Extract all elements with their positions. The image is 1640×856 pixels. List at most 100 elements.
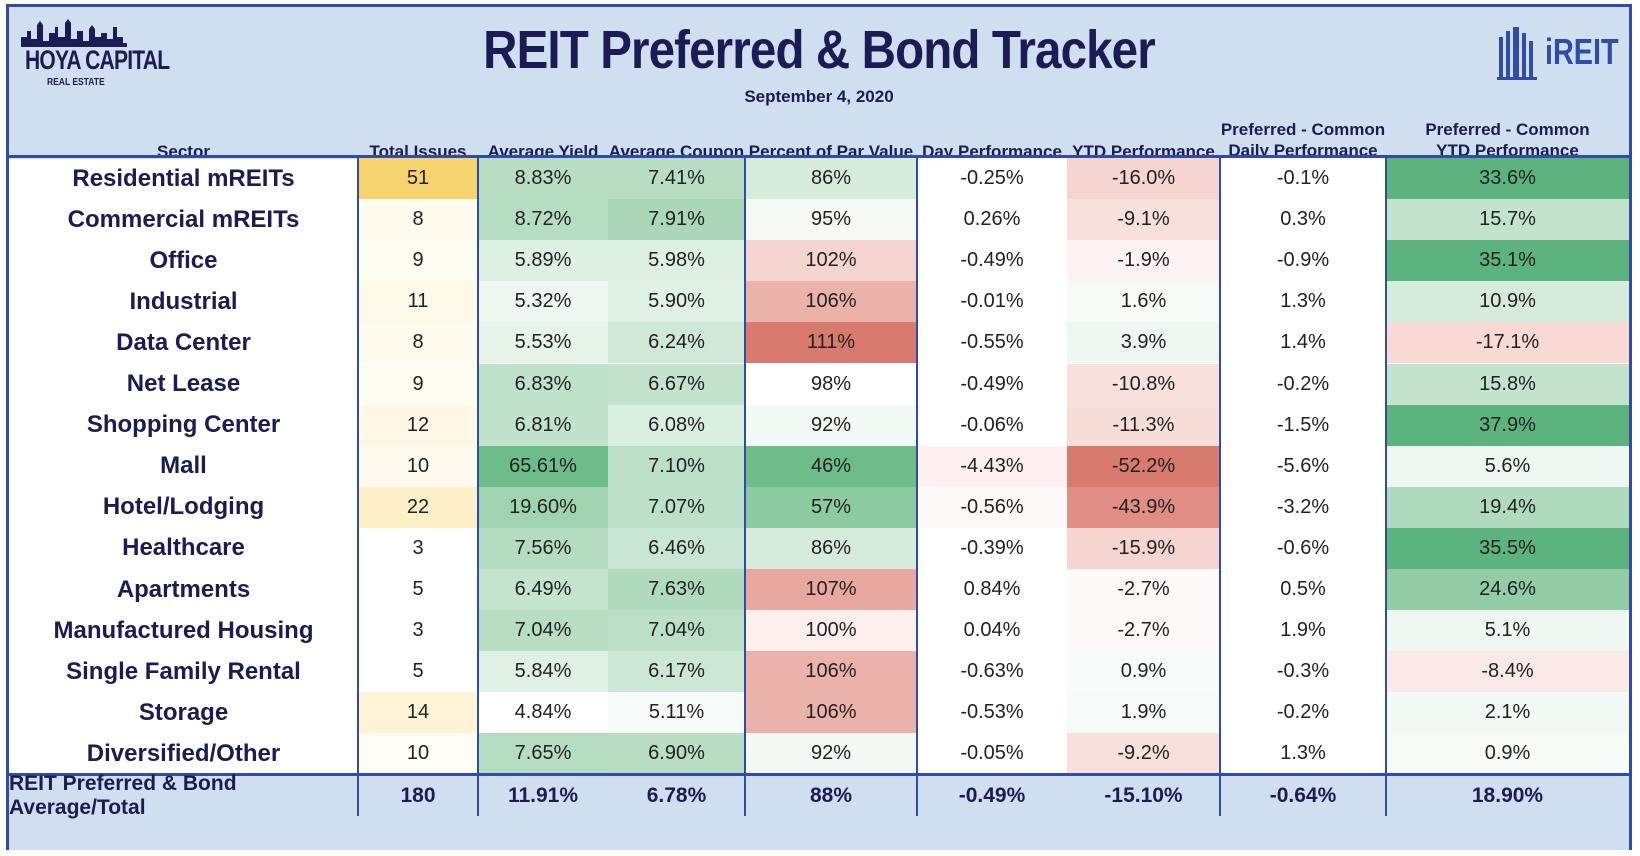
table-cell: -0.01% — [917, 281, 1067, 323]
total-row-cell: -0.49% — [958, 784, 1026, 807]
table-cell: 0.9% — [1067, 651, 1220, 693]
sector-name: Healthcare — [122, 534, 245, 562]
table-cell: 7.04% — [608, 610, 745, 652]
table-cell: 7.04% — [478, 610, 608, 652]
table-cell: -0.06% — [917, 404, 1067, 446]
table-cell: 19.60% — [478, 486, 608, 528]
table-cell: 10 — [358, 733, 478, 775]
table-cell: -3.2% — [1220, 486, 1386, 528]
column-divider — [744, 158, 746, 816]
table-cell: 37.9% — [1386, 404, 1629, 446]
table-cell: -0.55% — [917, 322, 1067, 364]
page-title: REIT Preferred & Bond Tracker — [483, 20, 1156, 80]
column-header-line: Preferred - Common — [1425, 120, 1590, 139]
table-cell: 5.11% — [608, 692, 745, 734]
table-cell: 7.63% — [608, 569, 745, 611]
table-cell: 5.6% — [1386, 445, 1629, 487]
page-date: September 4, 2020 — [744, 87, 894, 106]
sector-name: Manufactured Housing — [53, 616, 314, 644]
table-cell: 5.1% — [1386, 610, 1629, 652]
table-cell: 35.5% — [1386, 527, 1629, 569]
table-cell: 1.4% — [1220, 322, 1386, 364]
table-cell: 106% — [745, 651, 917, 693]
table-cell: -0.2% — [1220, 692, 1386, 734]
table-cell: 1.3% — [1220, 281, 1386, 323]
table-cell: 1.3% — [1220, 733, 1386, 775]
table-cell: 107% — [745, 569, 917, 611]
sector-name: Storage — [138, 698, 229, 726]
table-cell: -0.6% — [1220, 527, 1386, 569]
header-band: HOYA CAPITAL REAL ESTATE REIT Preferred … — [9, 7, 1629, 159]
table-cell: 0.3% — [1220, 199, 1386, 241]
table-cell: 0.26% — [917, 199, 1067, 241]
table-cell: -5.6% — [1220, 445, 1386, 487]
table-cell: -1.5% — [1220, 404, 1386, 446]
table-cell: 86% — [745, 158, 917, 200]
table-cell: 10.9% — [1386, 281, 1629, 323]
table-cell: 5.90% — [608, 281, 745, 323]
table-cell: -0.25% — [917, 158, 1067, 200]
table-cell: 8.83% — [478, 158, 608, 200]
table-cell: 106% — [745, 281, 917, 323]
table-cell: -16.0% — [1067, 158, 1220, 200]
table-cell: 106% — [745, 692, 917, 734]
column-divider — [477, 158, 479, 816]
total-row-cell: 6.78% — [646, 784, 707, 807]
table-cell: 7.65% — [478, 733, 608, 775]
table-cell: 5.98% — [608, 240, 745, 282]
table-cell: 6.83% — [478, 363, 608, 405]
table-cell: 14 — [358, 692, 478, 734]
table-cell: 1.9% — [1220, 610, 1386, 652]
table-cell: 2.1% — [1386, 692, 1629, 734]
table-cell: 111% — [745, 322, 917, 364]
sector-name: Single Family Rental — [66, 657, 301, 685]
table-cell: 0.9% — [1386, 733, 1629, 775]
ireit-logo: iREIT — [1497, 25, 1619, 85]
sector-name: Mall — [160, 452, 207, 480]
table-cell: 6.46% — [608, 527, 745, 569]
column-divider — [357, 158, 359, 816]
sector-name: Commercial mREITs — [67, 205, 300, 233]
table-cell: 3 — [358, 527, 478, 569]
table-cell: 22 — [358, 486, 478, 528]
sector-name: Shopping Center — [86, 411, 281, 439]
table-cell: 5 — [358, 651, 478, 693]
table-cell: 102% — [745, 240, 917, 282]
sector-name: Diversified/Other — [86, 739, 281, 767]
table-cell: -9.2% — [1067, 733, 1220, 775]
skyline-icon — [21, 19, 127, 47]
table-cell: -0.49% — [917, 240, 1067, 282]
sector-name: Hotel/Lodging — [102, 493, 265, 521]
table-cell: -17.1% — [1386, 322, 1629, 364]
table-cell: 7.10% — [608, 445, 745, 487]
table-cell: 1.6% — [1067, 281, 1220, 323]
logo-left-sub: REAL ESTATE — [47, 77, 105, 88]
table-cell: -9.1% — [1067, 199, 1220, 241]
table-cell: 6.67% — [608, 363, 745, 405]
table-cell: 92% — [745, 404, 917, 446]
table-cell: -0.53% — [917, 692, 1067, 734]
table-cell: 6.17% — [608, 651, 745, 693]
table-cell: 5.84% — [478, 651, 608, 693]
sector-name: Net Lease — [126, 370, 241, 398]
table-cell: 15.7% — [1386, 199, 1629, 241]
total-row-cell: 11.91% — [507, 784, 579, 807]
table-cell: -8.4% — [1386, 651, 1629, 693]
table-cell: 65.61% — [478, 445, 608, 487]
sector-name: Office — [149, 246, 218, 274]
column-divider — [1385, 158, 1387, 816]
table-cell: 7.91% — [608, 199, 745, 241]
table-cell: 19.4% — [1386, 486, 1629, 528]
table-cell: -0.63% — [917, 651, 1067, 693]
total-row-cell: -15.10% — [1104, 784, 1183, 807]
table-cell: 51 — [358, 158, 478, 200]
table-cell: 9 — [358, 240, 478, 282]
column-divider — [916, 158, 918, 816]
table-cell: 6.81% — [478, 404, 608, 446]
table-cell: 92% — [745, 733, 917, 775]
table-cell: 5 — [358, 569, 478, 611]
tracker-frame: HOYA CAPITAL REAL ESTATE REIT Preferred … — [6, 4, 1632, 850]
table-cell: -11.3% — [1067, 404, 1220, 446]
sector-name: Data Center — [116, 328, 251, 356]
table-cell: 86% — [745, 527, 917, 569]
